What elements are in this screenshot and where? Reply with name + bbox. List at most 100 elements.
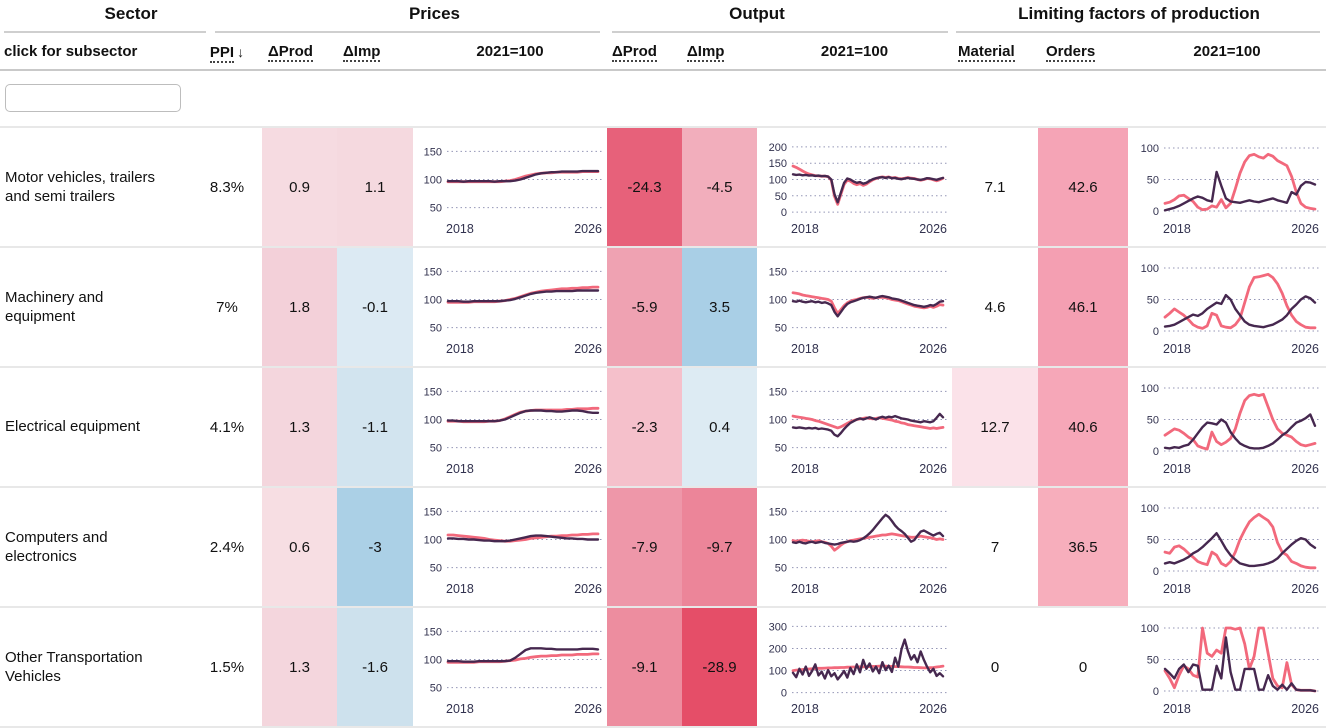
material-value: 4.6 [952,248,1038,366]
svg-text:100: 100 [1141,143,1159,155]
svg-text:2018: 2018 [1163,222,1191,236]
output-dimp-value: -9.7 [682,488,757,606]
pink-line [1163,392,1317,451]
svg-text:150: 150 [768,506,786,518]
limiting-sparkline: 100 50 0 2018 2026 [1128,488,1326,606]
purple-line [1163,293,1317,329]
ppi-value: 8.3% [209,178,245,196]
sector-name[interactable]: Motor vehicles, trailers and semi traile… [5,168,156,206]
col-header-subsector: click for subsector [4,43,138,60]
svg-text:150: 150 [424,266,442,278]
sort-descending-icon: ↓ [237,44,245,60]
svg-text:100: 100 [1141,623,1159,635]
table-row: Computers and electronics 2.4% 0.6 -3 15… [0,486,1326,606]
svg-text:0: 0 [1153,446,1159,458]
svg-text:2026: 2026 [1291,702,1319,716]
sector-name[interactable]: Computers and electronics [5,528,108,566]
output-sparkline: 200 150 100 50 0 2018 2026 [757,128,952,246]
svg-text:0: 0 [1153,326,1159,338]
orders-value: 40.6 [1038,368,1128,486]
col-header-ppi[interactable]: PPI ↓ [209,44,245,63]
svg-text:150: 150 [424,506,442,518]
prices-sparkline: 150 100 50 2018 2026 [413,248,607,366]
purple-line [791,412,944,438]
svg-text:100: 100 [424,655,442,667]
svg-text:2018: 2018 [1163,462,1191,476]
prices-sparkline: 150 100 50 2018 2026 [413,128,607,246]
material-value: 12.7 [952,368,1038,486]
svg-text:50: 50 [1147,415,1159,427]
purple-line [446,647,600,663]
col-header-orders[interactable]: Orders [1046,43,1096,62]
table-row: Electrical equipment 4.1% 1.3 -1.1 150 10… [0,366,1326,486]
purple-line [446,534,600,543]
purple-line [446,289,600,303]
col-header-material[interactable]: Material [958,43,1015,62]
svg-text:2018: 2018 [791,702,819,716]
svg-text:2026: 2026 [1291,222,1319,236]
svg-text:2018: 2018 [791,462,819,476]
svg-text:0: 0 [1153,206,1159,218]
svg-text:150: 150 [768,266,786,278]
sector-name[interactable]: Other Transportation Vehicles [5,648,143,686]
prices-dimp-value: 1.1 [337,128,413,246]
table-row: Motor vehicles, trailers and semi traile… [0,126,1326,246]
col-header-prices-dprod[interactable]: ΔProd [268,43,313,62]
output-sparkline: 300 200 100 0 2018 2026 [757,608,952,726]
svg-text:2026: 2026 [919,222,947,236]
output-dimp-value: 3.5 [682,248,757,366]
output-dprod-value: -2.3 [607,368,682,486]
svg-text:50: 50 [774,443,786,455]
orders-value: 0 [1038,608,1128,726]
svg-text:2018: 2018 [446,702,474,716]
group-header-sector: Sector [104,4,158,23]
ppi-value: 4.1% [209,418,245,436]
svg-text:2026: 2026 [919,582,947,596]
svg-text:2018: 2018 [791,222,819,236]
orders-value: 36.5 [1038,488,1128,606]
ppi-value: 2.4% [209,538,245,556]
svg-text:50: 50 [430,443,442,455]
limiting-sparkline: 100 50 0 2018 2026 [1128,128,1326,246]
svg-text:150: 150 [424,626,442,638]
svg-text:50: 50 [1147,535,1159,547]
svg-text:2026: 2026 [574,582,602,596]
material-value: 7.1 [952,128,1038,246]
svg-text:2026: 2026 [574,702,602,716]
svg-text:200: 200 [768,643,786,655]
prices-dprod-value: 1.8 [262,248,337,366]
svg-text:100: 100 [1141,503,1159,515]
table-header: Sector Prices Output Limiting factors of… [0,0,1326,126]
prices-dprod-value: 0.6 [262,488,337,606]
svg-text:0: 0 [780,207,786,219]
sector-name[interactable]: Machinery and equipment [5,288,104,326]
col-header-output-dprod[interactable]: ΔProd [612,43,657,62]
svg-text:100: 100 [768,295,786,307]
svg-text:100: 100 [424,535,442,547]
prices-sparkline: 150 100 50 2018 2026 [413,488,607,606]
purple-line [446,169,600,183]
svg-text:0: 0 [780,688,786,700]
purple-line [1163,413,1317,450]
prices-sparkline: 150 100 50 2018 2026 [413,608,607,726]
table-row: Machinery and equipment 7% 1.8 -0.1 150 1… [0,246,1326,366]
pink-line [1163,272,1317,330]
sector-group-underline [4,31,206,33]
output-dprod-value: -7.9 [607,488,682,606]
purple-line [791,173,944,204]
svg-text:100: 100 [768,666,786,678]
sector-name[interactable]: Electrical equipment [5,418,141,436]
svg-text:50: 50 [1147,175,1159,187]
header-divider [0,69,1326,71]
col-header-output-dimp[interactable]: ΔImp [687,43,725,62]
prices-dimp-value: -1.6 [337,608,413,726]
svg-text:2026: 2026 [919,462,947,476]
col-header-prices-dimp[interactable]: ΔImp [343,43,381,62]
sector-filter-input[interactable] [5,84,181,112]
svg-text:150: 150 [768,386,786,398]
ppi-value: 7% [216,298,238,316]
prices-dimp-value: -3 [337,488,413,606]
output-sparkline: 150 100 50 2018 2026 [757,488,952,606]
pink-line [1163,512,1317,570]
svg-text:100: 100 [1141,383,1159,395]
